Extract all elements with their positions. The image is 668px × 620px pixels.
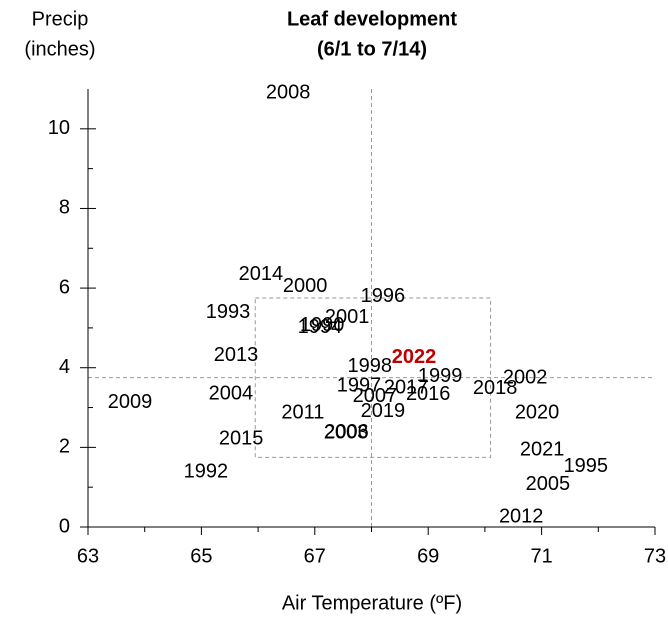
point-label: 2009 (108, 391, 153, 413)
chart-title: Leaf development (287, 8, 457, 30)
point-label: 1998 (348, 355, 393, 377)
y-tick-label: 0 (59, 515, 70, 537)
point-label: 1992 (184, 460, 229, 482)
chart-subtitle: (6/1 to 7/14) (317, 38, 427, 60)
point-label: 2017 (384, 376, 429, 398)
point-label: 1999 (418, 365, 463, 387)
y-tick-label: 6 (59, 276, 70, 298)
x-tick-label: 73 (644, 545, 666, 567)
point-label: 2002 (503, 366, 548, 388)
y-tick-label: 10 (48, 117, 70, 139)
point-label: 2021 (520, 438, 565, 460)
point-label: 2011 (281, 401, 324, 423)
point-label: 2020 (515, 401, 560, 423)
x-tick-label: 67 (304, 545, 326, 567)
y-axis-label: Precip (32, 8, 89, 30)
point-label: 2018 (473, 377, 518, 399)
point-label: 2007 (353, 385, 398, 407)
point-label: 2016 (406, 383, 451, 405)
point-label: 2001 (325, 306, 370, 328)
point-label: 2015 (219, 427, 264, 449)
x-tick-label: 71 (530, 545, 552, 567)
x-axis-label: Air Temperature (ºF) (282, 592, 462, 614)
x-tick-label: 65 (190, 545, 212, 567)
point-label: 1995 (564, 455, 609, 477)
point-label: 2000 (283, 275, 328, 297)
x-tick-label: 69 (417, 545, 439, 567)
point-label: 1990 (300, 314, 345, 336)
y-tick-label: 8 (59, 197, 70, 219)
point-label: 1993 (206, 301, 251, 323)
y-tick-label: 4 (59, 356, 70, 378)
point-label: 2019 (361, 400, 406, 422)
point-label: 2008 (266, 81, 311, 103)
point-label: 2004 (209, 382, 254, 404)
point-label: 1994 (298, 316, 343, 338)
point-label: 2012 (499, 505, 544, 527)
y-tick-label: 2 (59, 436, 70, 458)
range-box (254, 297, 492, 458)
point-label: 2022 (392, 346, 437, 368)
point-label: 2013 (214, 344, 259, 366)
point-label: 2006 (324, 421, 369, 443)
point-label: 2005 (526, 473, 571, 495)
y-axis-label: (inches) (24, 38, 95, 60)
point-label: 1997 (337, 374, 382, 396)
point-label: 2014 (239, 263, 284, 285)
point-label: 1996 (361, 285, 406, 307)
x-tick-label: 63 (77, 545, 99, 567)
point-label: 2003 (324, 421, 369, 443)
